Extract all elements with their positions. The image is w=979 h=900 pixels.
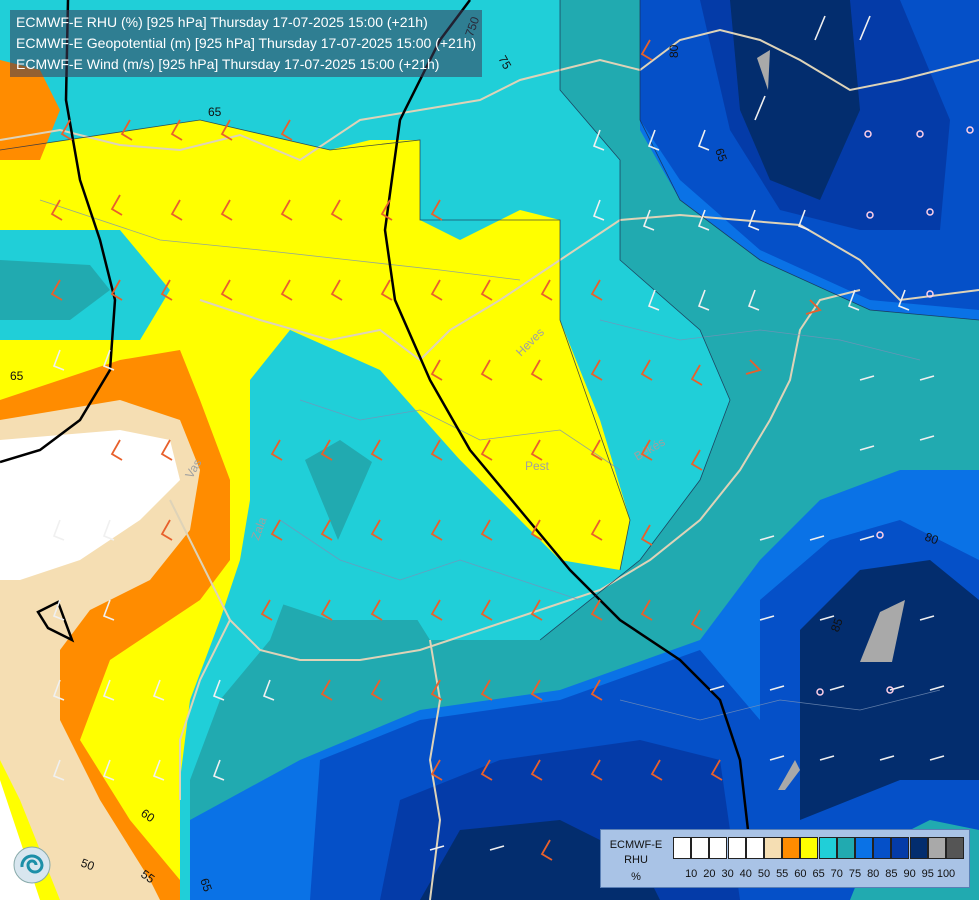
contour-label: 65: [10, 369, 24, 383]
legend-swatch: [946, 837, 964, 859]
contour-label: 80: [667, 44, 681, 58]
title-wind: ECMWF-E Wind (m/s) [925 hPa] Thursday 17…: [16, 56, 440, 72]
legend-swatch: [855, 837, 873, 859]
legend-tick-label: 70: [830, 868, 843, 880]
contour-label: 65: [208, 105, 222, 119]
legend-tick-label: 95: [921, 868, 934, 880]
legend-tick-label: 85: [885, 868, 898, 880]
map-title-box: ECMWF-E RHU (%) [925 hPa] Thursday 17-07…: [10, 10, 483, 77]
rhu-zone-95-patch-s: [778, 760, 800, 790]
rhu-zone-95-patch-e: [860, 600, 905, 662]
legend-variable: RHU: [624, 854, 648, 866]
rhu-zone-60: [0, 60, 60, 160]
contour-label: 65: [197, 876, 215, 894]
geopotential-isolines: [0, 0, 750, 831]
legend-swatch: [709, 837, 728, 859]
legend-swatch: [836, 837, 855, 859]
legend-tick-label: 40: [739, 868, 752, 880]
title-rhu: ECMWF-E RHU (%) [925 hPa] Thursday 17-07…: [16, 14, 428, 30]
legend-swatch: [691, 837, 710, 859]
rhu-zone-95-ne: [730, 0, 860, 200]
legend-tick-label: 20: [703, 868, 716, 880]
legend-swatch: [873, 837, 892, 859]
contour-label: 85: [828, 616, 846, 634]
rhu-zone-75-central: [305, 440, 372, 540]
legend-swatch: [782, 837, 801, 859]
legend-swatch: [727, 837, 746, 859]
legend-swatch: [927, 837, 946, 859]
legend-swatch: [673, 837, 691, 859]
legend-tick-label: 55: [776, 868, 789, 880]
regional-lines: [39, 199, 941, 721]
place-label: Pest: [525, 459, 550, 473]
legend-source: ECMWF-E: [609, 839, 663, 851]
legend-swatch: [800, 837, 819, 859]
legend-tick-label: 50: [757, 868, 771, 880]
rhu-zone-65: [0, 120, 630, 900]
legend-tick-label: 80: [867, 868, 880, 880]
legend-tick-label: 30: [721, 868, 734, 880]
legend-tick-label: 100: [936, 868, 956, 880]
legend-tick-label: 75: [848, 868, 862, 880]
contour-label: 65: [712, 146, 730, 164]
wind-barbs-light: [52, 15, 945, 851]
legend-unit: %: [631, 871, 641, 883]
legend-swatch: [818, 837, 837, 859]
calm-wind-markers: [816, 126, 974, 696]
rhu-zone-70-central: [255, 330, 540, 620]
rhu-zone-95-patch-n: [757, 50, 770, 90]
legend-tick-label: 65: [812, 868, 825, 880]
legend-swatch: [891, 837, 910, 859]
legend-swatch: [909, 837, 928, 859]
contour-label: 80: [923, 530, 941, 548]
rhu-zone-90-se: [800, 560, 979, 820]
contour-label: 75: [495, 53, 514, 72]
rhu-contours: [0, 0, 979, 641]
title-geopotential: ECMWF-E Geopotential (m) [925 hPa] Thurs…: [16, 35, 477, 51]
rhu-legend: ECMWF-E RHU % 10 20 30 40 50 55 60 65 70 75 80 85 90…: [600, 829, 970, 888]
rhu-zone-50: [0, 430, 180, 580]
legend-tick-label: 10: [685, 868, 698, 880]
contour-label: 50: [79, 856, 97, 874]
legend-tick-label: 60: [794, 868, 807, 880]
wind-barbs-orange: [50, 39, 822, 861]
legend-swatch: [745, 837, 764, 859]
ecmwf-logo-icon: [12, 845, 52, 885]
legend-swatch: [764, 837, 782, 859]
legend-tick-label: 90: [903, 868, 916, 880]
